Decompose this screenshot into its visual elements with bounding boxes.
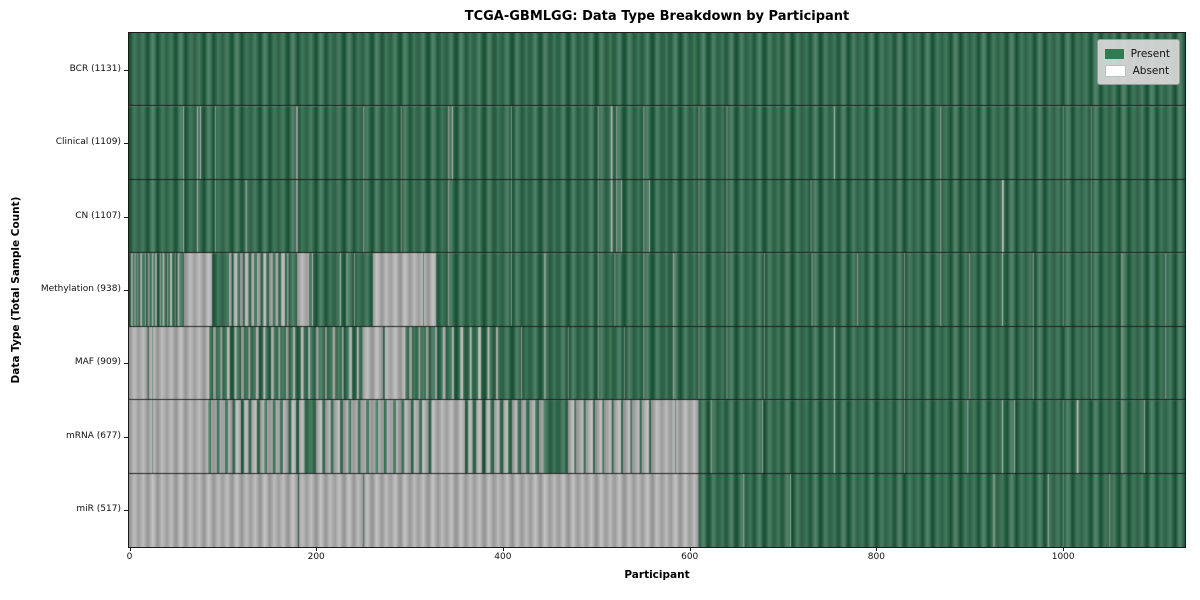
x-tick-mark — [689, 547, 691, 551]
y-tick-mark — [124, 143, 128, 145]
y-tick-label: miR (517) — [76, 504, 121, 515]
y-tick-mark — [124, 436, 128, 438]
chart-title: TCGA-GBMLGG: Data Type Breakdown by Part… — [464, 9, 850, 24]
y-tick-mark — [124, 290, 128, 291]
legend-item-present: Present — [1104, 45, 1170, 62]
legend-absent-label: Absent — [1132, 64, 1170, 77]
x-tick-label: 200 — [307, 552, 325, 562]
y-tick-mark — [124, 69, 128, 71]
x-tick-mark — [876, 547, 878, 551]
y-tick-label: Clinical (1109) — [55, 137, 121, 148]
x-tick-label: 0 — [126, 552, 133, 562]
y-tick-label: CN (1107) — [75, 210, 121, 221]
y-tick-mark — [124, 216, 128, 218]
x-tick-label: 600 — [681, 552, 699, 562]
x-axis-label: Participant — [624, 569, 690, 581]
heatmap-canvas — [129, 33, 1185, 547]
x-tick-label: 400 — [494, 552, 512, 562]
x-tick-mark — [316, 547, 318, 551]
x-tick-mark — [502, 547, 504, 551]
legend-item-absent: Absent — [1104, 62, 1170, 79]
y-tick-label: mRNA (677) — [66, 430, 121, 441]
y-tick-label: Methylation (938) — [40, 284, 121, 294]
y-tick-label: MAF (909) — [74, 357, 121, 368]
legend-present-label: Present — [1130, 47, 1170, 60]
legend-absent-swatch — [1104, 64, 1126, 77]
x-tick-label: 800 — [867, 552, 885, 562]
x-tick-label: 1000 — [1051, 552, 1075, 562]
x-tick-mark — [1063, 547, 1065, 551]
legend: Present Absent — [1096, 39, 1180, 85]
y-tick-mark — [124, 510, 128, 512]
y-tick-mark — [124, 363, 128, 365]
y-tick-label: BCR (1131) — [69, 63, 121, 74]
x-tick-mark — [129, 547, 131, 551]
plot-area: Present Absent — [128, 32, 1186, 548]
legend-present-swatch — [1104, 48, 1124, 59]
